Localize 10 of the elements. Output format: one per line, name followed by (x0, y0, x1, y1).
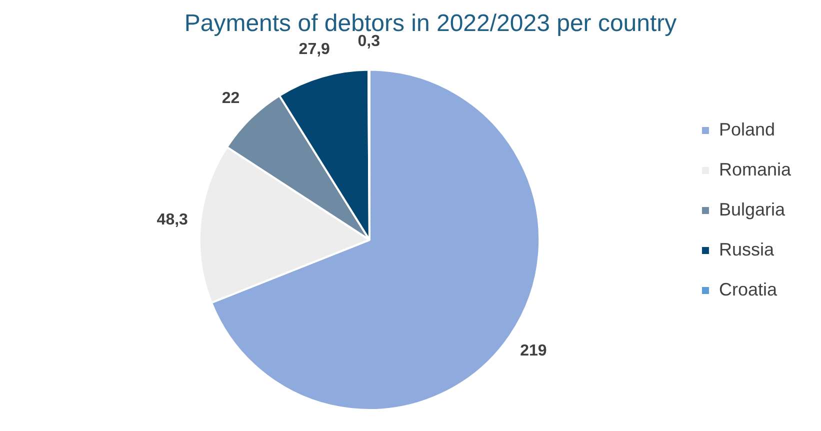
data-label: 27,9 (298, 41, 330, 58)
legend-label: Poland (718, 119, 776, 140)
legend-label: Croatia (718, 279, 778, 300)
legend-label: Romania (718, 159, 792, 180)
legend-label: Bulgaria (718, 199, 786, 220)
legend-label: Russia (718, 239, 775, 260)
data-label: 22 (222, 90, 240, 107)
data-label: 48,3 (156, 212, 188, 229)
data-label: 219 (520, 342, 547, 360)
data-label: 0,3 (358, 33, 380, 50)
